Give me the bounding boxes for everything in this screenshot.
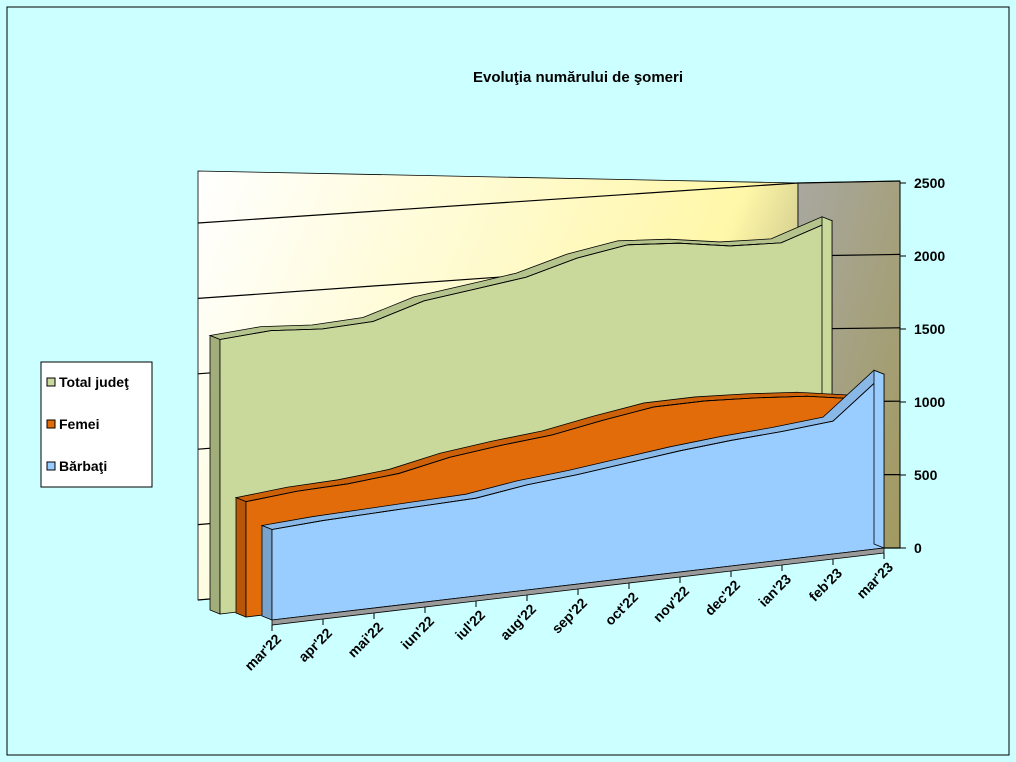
area-line [245, 395, 859, 503]
y-tick-label: 2000 [914, 248, 945, 264]
y-tick-label: 2500 [914, 175, 945, 191]
legend-box [40, 361, 153, 488]
series-area [260, 369, 885, 621]
legend-label: Total judeţ [59, 374, 129, 390]
area-line [219, 220, 833, 340]
frame [6, 6, 1010, 756]
y-tick-label: 1000 [914, 394, 945, 410]
area-side [209, 334, 221, 615]
area-side [261, 524, 273, 621]
grid-line [797, 180, 901, 184]
area-line [271, 373, 885, 530]
legend-label: Femei [59, 416, 99, 432]
grid-line [197, 182, 799, 224]
area-end [873, 369, 885, 549]
y-tick-label: 500 [914, 467, 938, 483]
y-tick-label: 0 [914, 540, 922, 556]
chart-title: Evoluţia numărului de şomeri [473, 69, 683, 86]
y-tick-label: 1500 [914, 321, 945, 337]
legend-swatch [46, 419, 56, 429]
legend-swatch [46, 461, 56, 471]
legend-swatch [46, 377, 56, 387]
legend-label: Bărbaţi [59, 458, 107, 474]
area-side [235, 497, 247, 618]
